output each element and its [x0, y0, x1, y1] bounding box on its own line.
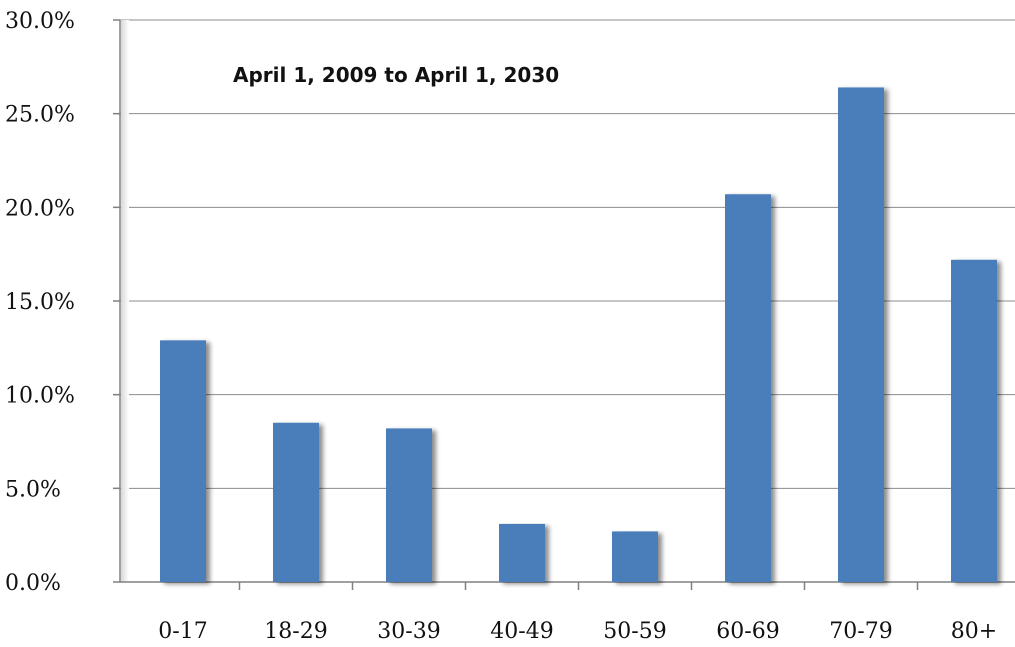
bar-70-79: [838, 87, 884, 582]
x-tick-label: 50-59: [603, 619, 666, 644]
bar-40-49: [499, 523, 545, 582]
y-tick-labels: 0.0% 5.0% 10.0% 15.0% 20.0% 25.0% 30.0%: [5, 9, 75, 596]
bar-0-17: [160, 340, 206, 582]
bars: [160, 87, 997, 582]
x-tick-label: 30-39: [377, 619, 440, 644]
bar-30-39: [386, 428, 432, 582]
plot-shadow: [121, 20, 129, 582]
x-tick-label: 0-17: [158, 619, 207, 644]
x-tick-label: 80+: [951, 619, 997, 644]
x-tick-label: 18-29: [264, 619, 327, 644]
bar-80+: [951, 259, 997, 582]
y-tick-label: 30.0%: [5, 9, 75, 34]
x-tick-label: 70-79: [829, 619, 892, 644]
x-tick-label: 60-69: [716, 619, 779, 644]
y-tick-label: 20.0%: [5, 196, 75, 221]
y-tick-label: 15.0%: [5, 290, 75, 315]
y-tick-label: 25.0%: [5, 103, 75, 128]
y-tick-label: 10.0%: [5, 384, 75, 409]
bar-50-59: [612, 531, 658, 582]
bar-18-29: [273, 422, 319, 582]
bar-60-69: [725, 194, 771, 582]
y-tick-label: 5.0%: [5, 477, 61, 502]
y-tick-label: 0.0%: [5, 571, 61, 596]
date-range-annotation: April 1, 2009 to April 1, 2030: [233, 63, 559, 87]
x-tick-label: 40-49: [490, 619, 553, 644]
x-tick-labels: 0-17 18-29 30-39 40-49 50-59 60-69 70-79 80+: [158, 619, 997, 644]
